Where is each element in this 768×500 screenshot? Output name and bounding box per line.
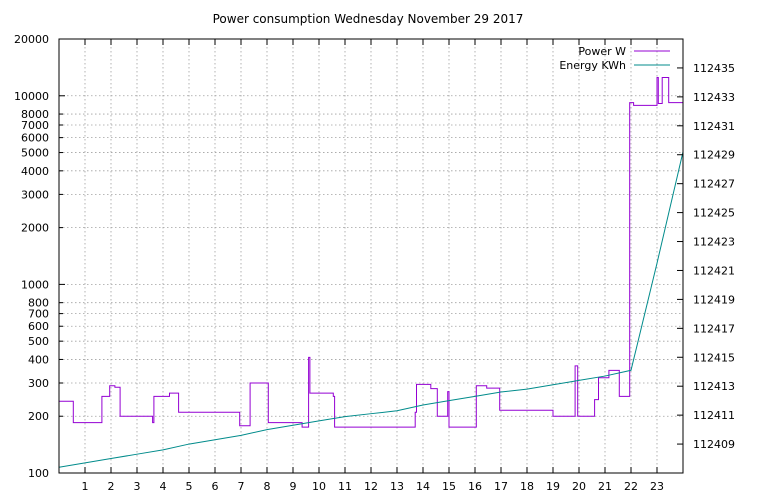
x-tick-label: 16 xyxy=(468,480,482,493)
legend: Power W Energy KWh xyxy=(559,45,670,72)
y-left-tick-label: 6000 xyxy=(21,132,49,145)
y-right-tick-label: 112419 xyxy=(693,293,735,306)
x-tick-label: 9 xyxy=(290,480,297,493)
y-right-tick-label: 112433 xyxy=(693,91,735,104)
series-layer xyxy=(58,77,684,468)
series-power-line xyxy=(59,77,683,428)
x-tick-label: 18 xyxy=(520,480,534,493)
x-tick-label: 23 xyxy=(650,480,664,493)
x-tick-label: 21 xyxy=(598,480,612,493)
y-right-tick-label: 112429 xyxy=(693,149,735,162)
x-tick-label: 20 xyxy=(572,480,586,493)
y-left-tick-label: 20000 xyxy=(14,33,49,46)
y-left-tick-label: 3000 xyxy=(21,188,49,201)
y-left-tick-label: 300 xyxy=(28,377,49,390)
y-left-tick-label: 4000 xyxy=(21,165,49,178)
y-left-tick-label: 10000 xyxy=(14,90,49,103)
x-tick-label: 6 xyxy=(212,480,219,493)
x-tick-label: 7 xyxy=(238,480,245,493)
x-tick-label: 13 xyxy=(390,480,404,493)
x-tick-label: 12 xyxy=(364,480,378,493)
y-left-tick-label: 600 xyxy=(28,320,49,333)
x-tick-label: 14 xyxy=(416,480,430,493)
x-tick-label: 17 xyxy=(494,480,508,493)
y-left-tick-label: 8000 xyxy=(21,108,49,121)
y-right-tick-label: 112423 xyxy=(693,236,735,249)
axis-ticks: 1 2 3 4 5 6 7 8 9 10 11 12 13 14 15 16 17 18 19 20 21 22 23100… xyxy=(14,33,735,493)
x-tick-label: 15 xyxy=(442,480,456,493)
y-right-tick-label: 112413 xyxy=(693,380,735,393)
series-energy-line xyxy=(58,151,684,468)
x-tick-label: 8 xyxy=(264,480,271,493)
y-left-tick-label: 7000 xyxy=(21,119,49,132)
x-tick-label: 2 xyxy=(108,480,115,493)
x-tick-label: 10 xyxy=(312,480,326,493)
y-right-tick-label: 112417 xyxy=(693,322,735,335)
x-tick-label: 19 xyxy=(546,480,560,493)
y-left-tick-label: 5000 xyxy=(21,147,49,160)
y-right-tick-label: 112409 xyxy=(693,438,735,451)
y-left-tick-label: 100 xyxy=(28,467,49,480)
y-left-tick-label: 2000 xyxy=(21,222,49,235)
grid-lines xyxy=(59,39,683,473)
legend-label-energy: Energy KWh xyxy=(559,59,626,72)
y-right-tick-label: 112411 xyxy=(693,409,735,422)
y-right-tick-label: 112425 xyxy=(693,207,735,220)
y-left-tick-label: 500 xyxy=(28,335,49,348)
legend-label-power: Power W xyxy=(578,45,626,58)
x-tick-label: 22 xyxy=(624,480,638,493)
x-tick-label: 4 xyxy=(160,480,167,493)
x-tick-label: 11 xyxy=(338,480,352,493)
chart-title: Power consumption Wednesday November 29 … xyxy=(213,12,524,26)
x-tick-label: 1 xyxy=(82,480,89,493)
y-right-tick-label: 112421 xyxy=(693,264,735,277)
y-right-tick-label: 112435 xyxy=(693,62,735,75)
y-left-tick-label: 700 xyxy=(28,308,49,321)
y-left-tick-label: 1000 xyxy=(21,278,49,291)
y-left-tick-label: 800 xyxy=(28,297,49,310)
y-right-tick-label: 112415 xyxy=(693,351,735,364)
x-tick-label: 5 xyxy=(186,480,193,493)
y-right-tick-label: 112431 xyxy=(693,120,735,133)
y-right-tick-label: 112427 xyxy=(693,178,735,191)
y-left-tick-label: 200 xyxy=(28,410,49,423)
x-tick-label: 3 xyxy=(134,480,141,493)
y-left-tick-label: 400 xyxy=(28,353,49,366)
